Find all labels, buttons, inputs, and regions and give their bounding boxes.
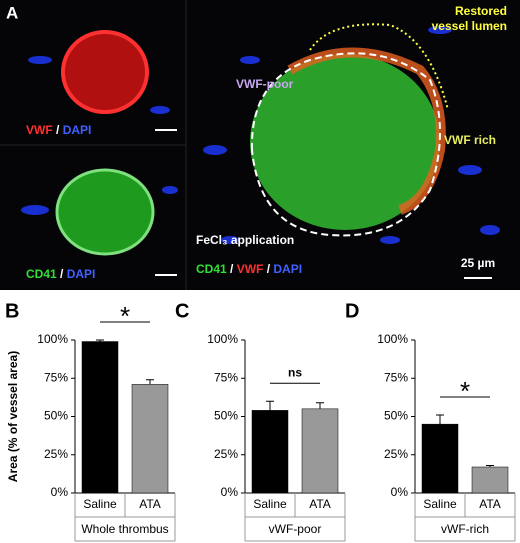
stain-label: CD41 / DAPI xyxy=(26,267,95,281)
y-tick-label: 50% xyxy=(44,409,68,423)
y-tick-label: 75% xyxy=(384,370,408,384)
x-axis-title: Whole thrombus xyxy=(81,522,168,536)
vwf-thrombus xyxy=(61,30,149,114)
stain-label: CD41 / VWF / DAPI xyxy=(196,262,302,276)
error-bar xyxy=(266,400,274,411)
significance: * xyxy=(120,301,130,331)
vessel-outline xyxy=(250,52,441,237)
error-bar xyxy=(146,379,154,385)
y-tick-label: 50% xyxy=(214,409,238,423)
bar xyxy=(421,423,459,494)
stain: CD41 xyxy=(26,267,57,281)
error-bar xyxy=(486,464,494,467)
bar xyxy=(471,466,509,494)
panel-letter: A xyxy=(6,3,18,22)
y-tick-label: 0% xyxy=(51,485,69,499)
stain: DAPI xyxy=(273,262,302,276)
bar xyxy=(301,408,339,494)
region-label: VWF-poor xyxy=(236,77,294,91)
panel-letter: B xyxy=(5,300,19,322)
bar xyxy=(81,341,119,494)
bar xyxy=(251,410,289,494)
x-axis-title: vWF-poor xyxy=(269,522,322,536)
x-axis-title: vWF-rich xyxy=(441,522,489,536)
x-tick-label: ATA xyxy=(479,497,501,511)
y-tick-label: 25% xyxy=(384,447,408,461)
stain: VWF xyxy=(237,262,264,276)
error-bar xyxy=(96,339,104,342)
sep: / xyxy=(57,267,67,281)
sep: / xyxy=(263,262,273,276)
y-tick-label: 0% xyxy=(221,485,239,499)
stain: DAPI xyxy=(67,267,96,281)
significance: * xyxy=(460,376,470,406)
sep: / xyxy=(53,123,63,137)
x-tick-label: Saline xyxy=(423,497,457,511)
nuclei xyxy=(21,26,500,244)
error-bar xyxy=(436,414,444,425)
stain: VWF xyxy=(26,123,53,137)
region-label: Restored xyxy=(455,4,507,18)
cd41-thrombus xyxy=(55,168,155,256)
y-tick-label: 0% xyxy=(391,485,409,499)
error-bar xyxy=(316,402,324,409)
y-axis-title: Area (% of vessel area) xyxy=(6,351,20,482)
region-label: vessel lumen xyxy=(432,19,507,33)
y-tick-label: 25% xyxy=(44,447,68,461)
stain: DAPI xyxy=(63,123,92,137)
y-tick-label: 100% xyxy=(207,332,238,346)
panel-letter: D xyxy=(345,300,359,322)
y-tick-label: 75% xyxy=(214,370,238,384)
y-tick-label: 50% xyxy=(384,409,408,423)
sep: / xyxy=(227,262,237,276)
y-tick-label: 100% xyxy=(37,332,68,346)
stain: CD41 xyxy=(196,262,227,276)
y-tick-label: 100% xyxy=(377,332,408,346)
main-thrombus xyxy=(250,54,440,230)
x-tick-label: Saline xyxy=(253,497,287,511)
region-label: VWF rich xyxy=(444,133,496,147)
x-tick-label: ATA xyxy=(309,497,331,511)
annotation: FeCl₃ application xyxy=(196,233,294,247)
y-tick-label: 25% xyxy=(214,447,238,461)
significance: ns xyxy=(288,365,302,379)
x-tick-label: Saline xyxy=(83,497,117,511)
x-tick-label: ATA xyxy=(139,497,161,511)
y-tick-label: 75% xyxy=(44,370,68,384)
panel-letter: C xyxy=(175,300,189,322)
bar xyxy=(131,384,169,494)
scale-label: 25 µm xyxy=(461,256,495,270)
stain-label: VWF / DAPI xyxy=(26,123,91,137)
